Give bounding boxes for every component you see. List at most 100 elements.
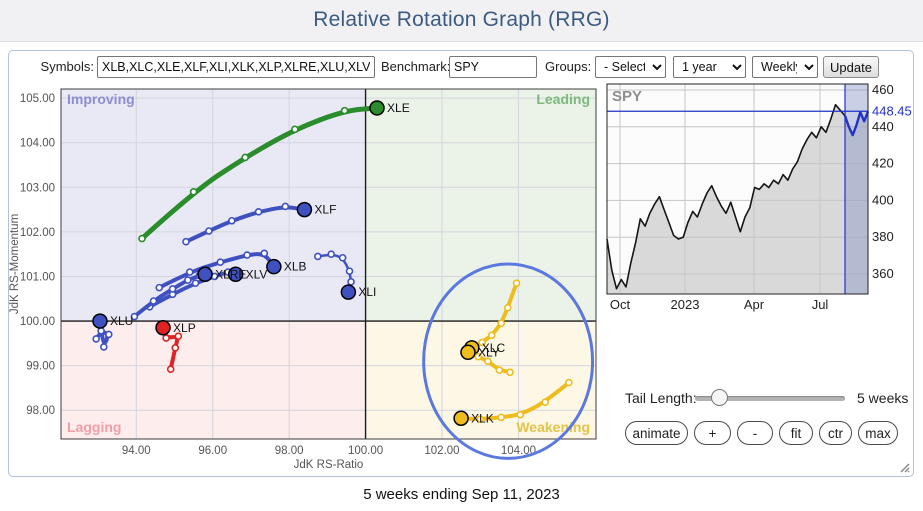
rrg-symbol-label-XLE: XLE	[387, 101, 410, 115]
quadrant-label-lagging: Lagging	[67, 419, 121, 435]
rrg-tail-point-XLP	[166, 365, 175, 374]
rrg-symbol-label-XLK: XLK	[471, 411, 494, 425]
rrg-tail-point-XLC	[487, 331, 496, 340]
svg-text:102.00: 102.00	[20, 227, 55, 239]
app-header: Relative Rotation Graph (RRG)	[0, 0, 923, 42]
svg-text:96.00: 96.00	[198, 445, 227, 457]
fit-button[interactable]: fit	[779, 421, 813, 445]
rrg-series-XLE: XLE	[138, 100, 410, 243]
rrg-marker-XLK[interactable]	[453, 410, 469, 427]
spy-title: SPY	[612, 88, 642, 105]
rrg-tail-point-XLI	[347, 278, 355, 286]
spy-mini-chart[interactable]: SPY 460 440 420 400 380 360 448.45 Oct 2023 Apr Jul	[604, 80, 916, 315]
rrg-tail-point-XLY	[495, 366, 504, 374]
svg-text:Oct: Oct	[610, 297, 631, 312]
rrg-marker-XLV[interactable]	[227, 266, 244, 283]
annotation-ellipse[interactable]	[422, 262, 595, 460]
svg-text:102.00: 102.00	[424, 445, 459, 457]
rrg-tail-point-XLE	[138, 234, 146, 243]
max-button[interactable]: max	[858, 421, 898, 445]
rrg-marker-XLI[interactable]	[340, 284, 357, 300]
svg-text:380: 380	[872, 229, 894, 244]
rrg-tail-point-XLV	[191, 279, 200, 287]
rrg-marker-XLY[interactable]	[460, 344, 476, 361]
rrg-tail-point-XLK	[516, 410, 525, 419]
svg-text:98.00: 98.00	[26, 405, 55, 417]
rrg-tail-point-XLRE	[184, 276, 192, 284]
spy-yaxis-ticks: 460 440 420 400 380 360	[872, 82, 894, 281]
rrg-tail-point-XLY	[506, 368, 514, 377]
svg-text:94.00: 94.00	[122, 445, 151, 457]
rrg-series-XLK: XLK	[453, 378, 573, 427]
animate-button[interactable]: animate	[625, 421, 688, 445]
svg-text:2023: 2023	[671, 297, 700, 312]
rrg-tail-point-XLU	[100, 343, 108, 351]
rrg-tail-point-XLF	[254, 208, 263, 216]
quadrant-label-weakening: Weakening	[516, 419, 590, 435]
svg-text:400: 400	[872, 192, 894, 207]
tail-length-slider-thumb[interactable]	[711, 389, 728, 406]
rrg-tail-point-XLI	[345, 267, 354, 275]
rrg-marker-XLU[interactable]	[92, 313, 108, 329]
rrg-tail-point-XLF	[205, 227, 213, 235]
rrg-tail-point-XLI	[313, 252, 322, 261]
svg-text:100.00: 100.00	[20, 316, 55, 328]
rrg-symbol-label-XLRE: XLRE	[215, 267, 246, 281]
resize-handle[interactable]	[897, 460, 911, 474]
rrg-series-XLP: XLP	[155, 320, 196, 374]
rrg-xaxis-title: JdK RS-Ratio	[294, 459, 364, 471]
rrg-symbol-label-XLB: XLB	[284, 260, 307, 274]
rrg-tail-point-XLY	[484, 357, 492, 365]
center-button[interactable]: ctr	[819, 421, 852, 445]
svg-text:98.00: 98.00	[275, 445, 304, 457]
rrg-tail-point-XLE	[189, 187, 198, 196]
rrg-symbol-label-XLP: XLP	[173, 321, 196, 335]
symbols-input[interactable]	[97, 56, 375, 78]
rrg-tail-point-XLE	[291, 125, 299, 134]
svg-text:104.00: 104.00	[20, 138, 55, 150]
update-button[interactable]: Update	[823, 56, 879, 78]
rrg-marker-XLF[interactable]	[296, 201, 313, 218]
frequency-select[interactable]: Weekly	[752, 56, 818, 78]
rrg-tail-point-XLU	[104, 330, 113, 339]
rrg-series-XLB: XLB	[155, 249, 307, 292]
tail-length-slider-track[interactable]	[695, 396, 845, 401]
svg-text:460: 460	[872, 82, 894, 97]
rrg-tail-point-XLB	[243, 251, 251, 259]
rrg-tail-point-XLK	[497, 413, 506, 422]
svg-text:420: 420	[872, 156, 894, 171]
page-title: Relative Rotation Graph (RRG)	[313, 8, 610, 31]
quadrant-lagging	[61, 321, 366, 439]
period-select[interactable]: 1 year	[673, 56, 746, 78]
rrg-marker-XLP[interactable]	[155, 320, 171, 336]
rrg-tail-point-XLF	[228, 216, 236, 225]
groups-select[interactable]: - Select -	[595, 56, 666, 78]
rrg-tail-point-XLB	[216, 258, 225, 267]
rrg-tail-point-XLI	[338, 253, 347, 262]
zoom-in-button[interactable]: +	[694, 421, 731, 445]
rrg-series-XLU: XLU	[92, 313, 133, 351]
svg-text:105.00: 105.00	[20, 93, 55, 105]
svg-text:104.00: 104.00	[501, 445, 536, 457]
rrg-tail-point-XLRE	[130, 312, 139, 321]
rrg-marker-XLRE[interactable]	[197, 266, 213, 283]
rrg-chart[interactable]: Improving Leading Lagging Weakening 94.00 96.…	[9, 86, 601, 478]
tail-length-label: Tail Length:	[625, 390, 697, 406]
rrg-tail-point-XLRE	[168, 285, 177, 293]
svg-text:Apr: Apr	[744, 297, 765, 312]
rrg-tail-point-XLI	[327, 250, 335, 258]
zoom-out-button[interactable]: -	[737, 421, 773, 445]
rrg-tail-point-XLB	[185, 268, 194, 276]
rrg-marker-XLE[interactable]	[369, 100, 385, 116]
benchmark-input[interactable]	[449, 56, 537, 78]
rrg-tail-point-XLK	[565, 378, 573, 387]
rrg-tail-point-XLB	[155, 283, 164, 292]
rrg-series-XLI: XLI	[313, 250, 376, 300]
svg-text:100.00: 100.00	[348, 445, 383, 457]
rrg-tail-point-XLU	[97, 327, 105, 335]
spy-price-line	[606, 103, 846, 290]
spy-xaxis-ticks: Oct 2023 Apr Jul	[610, 297, 829, 312]
rrg-marker-XLB[interactable]	[266, 258, 282, 275]
svg-text:440: 440	[872, 119, 894, 134]
rrg-series-XLF: XLF	[182, 201, 336, 246]
